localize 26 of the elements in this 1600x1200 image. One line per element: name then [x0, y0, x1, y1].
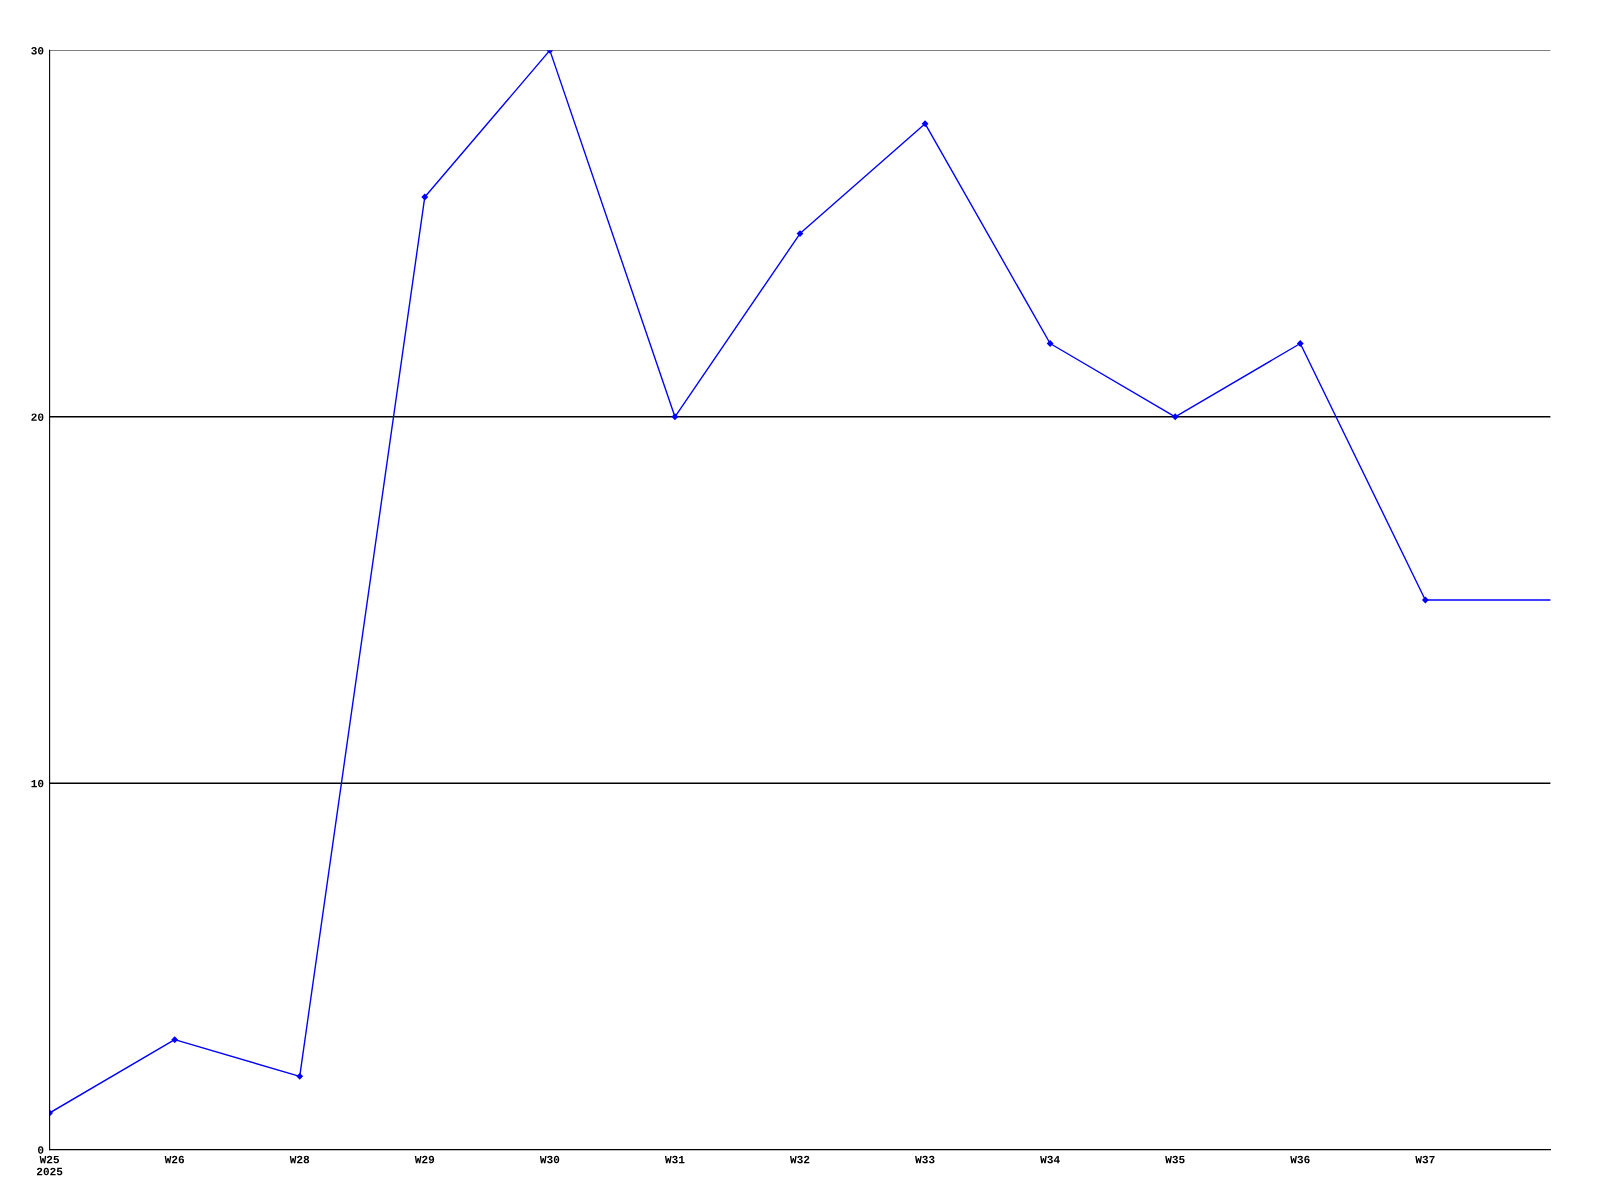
y-tick-label: 30: [31, 46, 44, 55]
point: [1172, 413, 1179, 420]
x-tick-label: W28: [289, 1155, 310, 1164]
x-tick-label: W34: [1040, 1155, 1060, 1164]
point: [671, 413, 679, 420]
y-tick-label: 10: [31, 779, 44, 788]
point: [171, 1036, 178, 1043]
x-tick-label: W29: [414, 1155, 435, 1164]
point: [1297, 340, 1304, 347]
x-tick-label: W33: [915, 1155, 935, 1164]
x-tick-label: W36: [1290, 1155, 1310, 1164]
y-tick-label: 0: [38, 1146, 44, 1154]
point: [421, 193, 428, 201]
point: [296, 1073, 303, 1080]
point: [1422, 596, 1429, 604]
point: [921, 120, 929, 127]
x-tick-label: W35: [1165, 1155, 1185, 1164]
x-tick-label: W37: [1415, 1155, 1435, 1164]
point: [1046, 340, 1054, 347]
x-tick-label: W32: [790, 1155, 810, 1164]
x-tick-label: W31: [664, 1155, 685, 1164]
point: [796, 230, 804, 237]
y-tick-label: 20: [31, 413, 44, 421]
x-tick-label: W25 2025: [36, 1155, 63, 1176]
x-tick-label: W26: [164, 1155, 185, 1164]
x-tick-label: W30: [539, 1155, 560, 1164]
